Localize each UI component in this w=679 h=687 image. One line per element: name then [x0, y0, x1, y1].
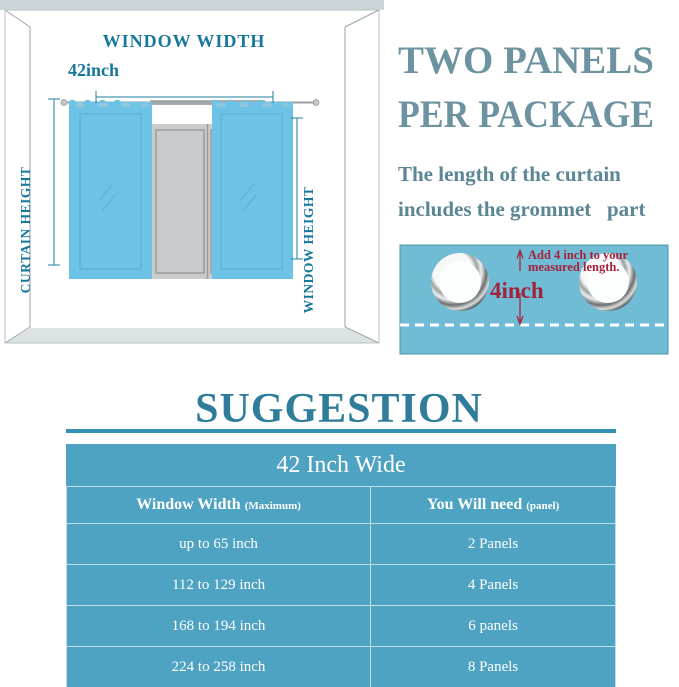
svg-text:4inch: 4inch [490, 278, 544, 303]
svg-text:TWO PANELS: TWO PANELS [398, 39, 654, 82]
svg-text:The length of the curtain: The length of the curtain [398, 162, 621, 186]
svg-text:measured length.: measured length. [528, 260, 619, 274]
svg-text:includes the grommet part: includes the grommet part [398, 197, 646, 221]
svg-text:SUGGESTION: SUGGESTION [195, 386, 483, 432]
svg-text:PER PACKAGE: PER PACKAGE [398, 93, 654, 136]
